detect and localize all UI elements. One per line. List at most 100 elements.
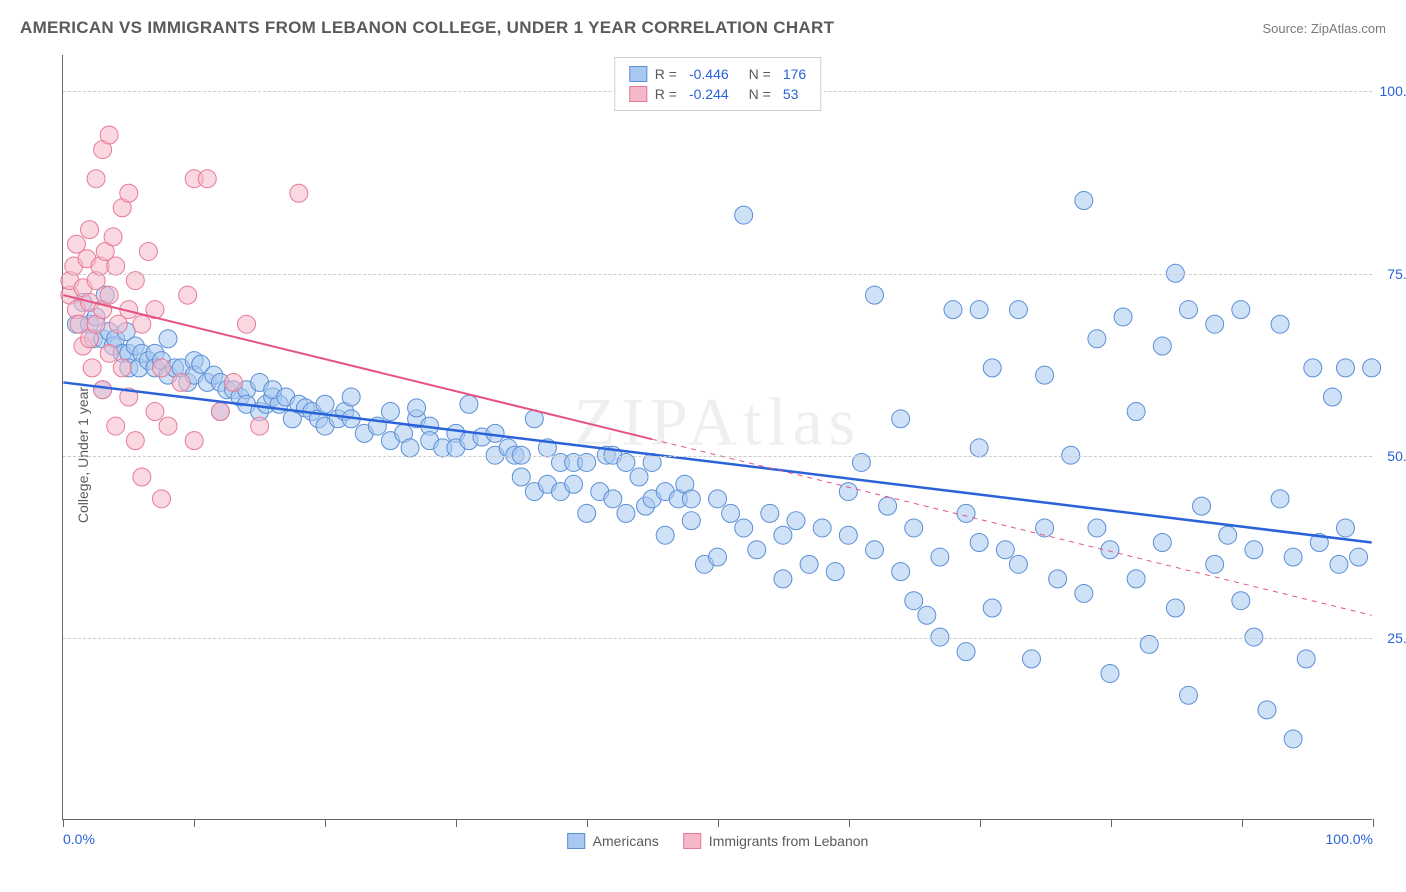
legend-item: Immigrants from Lebanon <box>683 833 869 849</box>
data-point <box>682 490 700 508</box>
data-point <box>722 504 740 522</box>
data-point <box>1271 315 1289 333</box>
data-point <box>1088 330 1106 348</box>
data-point <box>1304 359 1322 377</box>
data-point <box>146 403 164 421</box>
data-point <box>682 512 700 530</box>
data-point <box>1023 650 1041 668</box>
data-point <box>100 126 118 144</box>
data-point <box>211 403 229 421</box>
data-point <box>460 395 478 413</box>
trend-line <box>63 382 1371 542</box>
data-point <box>179 286 197 304</box>
data-point <box>133 315 151 333</box>
data-point <box>133 468 151 486</box>
data-point <box>892 563 910 581</box>
data-point <box>512 468 530 486</box>
data-point <box>604 490 622 508</box>
data-point <box>1049 570 1067 588</box>
data-point <box>970 534 988 552</box>
y-tick-label: 100.0% <box>1380 83 1406 99</box>
gridline <box>63 274 1372 275</box>
data-point <box>81 221 99 239</box>
data-point <box>709 548 727 566</box>
legend-item: Americans <box>567 833 659 849</box>
data-point <box>826 563 844 581</box>
data-point <box>139 242 157 260</box>
data-point <box>918 606 936 624</box>
data-point <box>1114 308 1132 326</box>
data-point <box>866 286 884 304</box>
x-tick <box>1111 819 1112 827</box>
data-point <box>94 381 112 399</box>
data-point <box>381 403 399 421</box>
y-tick-label: 25.0% <box>1387 630 1406 646</box>
legend-label: Immigrants from Lebanon <box>709 833 869 849</box>
scatter-svg <box>63 55 1372 819</box>
x-tick <box>718 819 719 827</box>
series-legend: Americans Immigrants from Lebanon <box>567 833 869 849</box>
data-point <box>152 490 170 508</box>
x-tick <box>587 819 588 827</box>
data-point <box>957 643 975 661</box>
data-point <box>970 439 988 457</box>
data-point <box>1336 519 1354 537</box>
data-point <box>892 410 910 428</box>
data-point <box>87 170 105 188</box>
legend-n-value: 53 <box>783 86 799 102</box>
data-point <box>100 286 118 304</box>
data-point <box>83 359 101 377</box>
data-point <box>735 519 753 537</box>
y-tick-label: 75.0% <box>1387 266 1406 282</box>
data-point <box>800 555 818 573</box>
data-point <box>996 541 1014 559</box>
legend-swatch <box>683 833 701 849</box>
data-point <box>316 395 334 413</box>
data-point <box>159 417 177 435</box>
data-point <box>290 184 308 202</box>
x-tick <box>456 819 457 827</box>
data-point <box>970 301 988 319</box>
x-tick-label: 0.0% <box>63 831 95 847</box>
x-tick-label: 100.0% <box>1326 831 1373 847</box>
data-point <box>1258 701 1276 719</box>
data-point <box>1036 366 1054 384</box>
data-point <box>1127 570 1145 588</box>
data-point <box>1206 315 1224 333</box>
data-point <box>1166 599 1184 617</box>
data-point <box>1297 650 1315 668</box>
data-point <box>251 417 269 435</box>
data-point <box>787 512 805 530</box>
plot-area: ZIPAtlas R = -0.446N = 176R = -0.244N = … <box>62 55 1372 820</box>
data-point <box>617 504 635 522</box>
legend-r-value: -0.446 <box>689 66 729 82</box>
data-point <box>931 548 949 566</box>
data-point <box>866 541 884 559</box>
data-point <box>126 432 144 450</box>
data-point <box>983 359 1001 377</box>
legend-n-value: 176 <box>783 66 806 82</box>
data-point <box>1009 301 1027 319</box>
data-point <box>1193 497 1211 515</box>
data-point <box>1284 730 1302 748</box>
data-point <box>630 468 648 486</box>
corr-legend-row: R = -0.244N = 53 <box>629 84 806 104</box>
data-point <box>1363 359 1381 377</box>
data-point <box>1330 555 1348 573</box>
chart-header: AMERICAN VS IMMIGRANTS FROM LEBANON COLL… <box>0 0 1406 46</box>
data-point <box>1350 548 1368 566</box>
corr-legend-row: R = -0.446N = 176 <box>629 64 806 84</box>
data-point <box>408 399 426 417</box>
data-point <box>1284 548 1302 566</box>
legend-n-label: N = <box>749 66 771 82</box>
data-point <box>107 257 125 275</box>
legend-swatch <box>629 86 647 102</box>
data-point <box>1271 490 1289 508</box>
data-point <box>120 184 138 202</box>
data-point <box>1179 301 1197 319</box>
data-point <box>879 497 897 515</box>
data-point <box>839 483 857 501</box>
data-point <box>944 301 962 319</box>
correlation-legend: R = -0.446N = 176R = -0.244N = 53 <box>614 57 821 111</box>
data-point <box>983 599 1001 617</box>
